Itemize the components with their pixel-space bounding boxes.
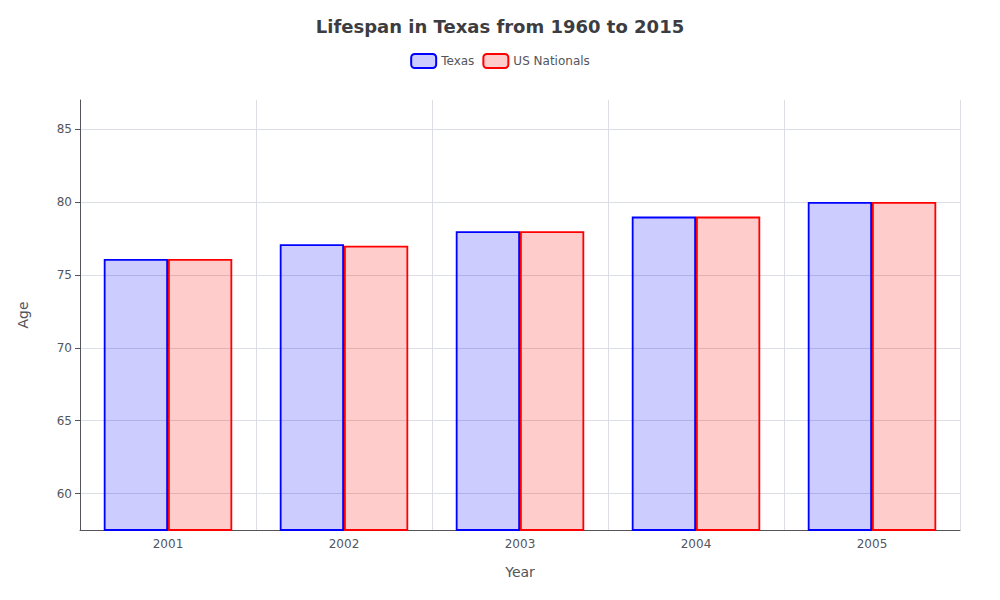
svg-text:Age: Age <box>15 301 31 328</box>
svg-text:2001: 2001 <box>153 537 184 551</box>
svg-text:70: 70 <box>57 341 72 355</box>
svg-text:US Nationals: US Nationals <box>513 54 589 68</box>
svg-text:2005: 2005 <box>857 537 888 551</box>
svg-text:75: 75 <box>57 268 72 282</box>
svg-text:Lifespan in Texas from 1960 to: Lifespan in Texas from 1960 to 2015 <box>316 16 684 37</box>
svg-text:60: 60 <box>57 487 72 501</box>
svg-text:Year: Year <box>504 564 535 580</box>
svg-text:2004: 2004 <box>681 537 712 551</box>
svg-text:Texas: Texas <box>440 54 474 68</box>
svg-text:2003: 2003 <box>505 537 536 551</box>
svg-text:80: 80 <box>57 195 72 209</box>
svg-text:2002: 2002 <box>329 537 360 551</box>
svg-text:65: 65 <box>57 414 72 428</box>
svg-text:85: 85 <box>57 122 72 136</box>
